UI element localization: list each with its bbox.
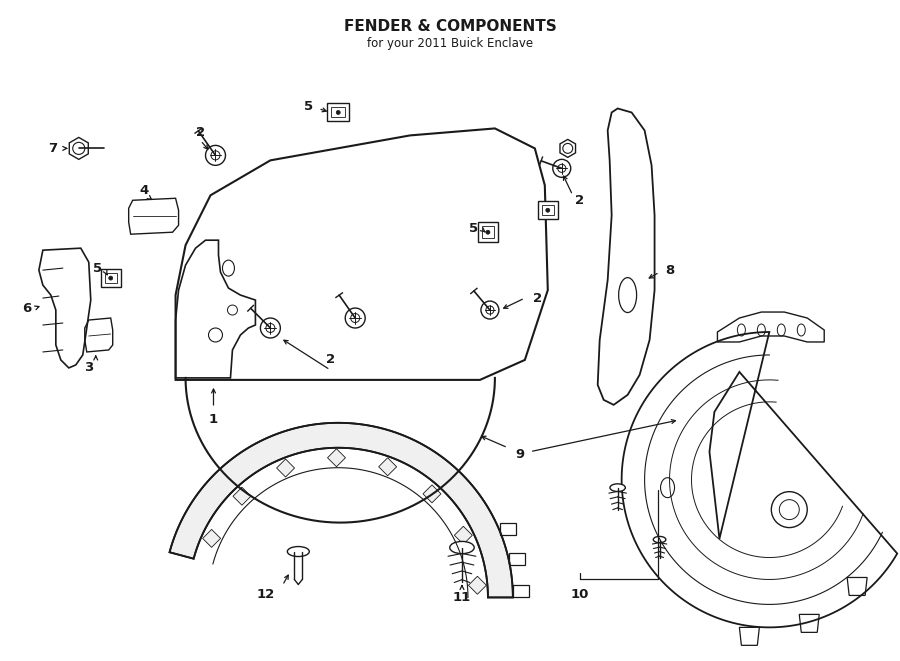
- Text: 10: 10: [571, 588, 589, 601]
- Text: 2: 2: [575, 194, 584, 207]
- Text: 11: 11: [453, 591, 471, 604]
- Text: 5: 5: [303, 100, 313, 113]
- Text: for your 2011 Buick Enclave: for your 2011 Buick Enclave: [367, 36, 533, 50]
- Polygon shape: [328, 449, 346, 467]
- Text: 2: 2: [326, 354, 335, 366]
- Polygon shape: [276, 459, 294, 477]
- Circle shape: [486, 230, 490, 234]
- FancyBboxPatch shape: [101, 269, 121, 287]
- Text: 2: 2: [534, 292, 543, 305]
- Text: 9: 9: [516, 448, 525, 461]
- Circle shape: [545, 208, 550, 212]
- FancyBboxPatch shape: [328, 104, 349, 122]
- Circle shape: [109, 276, 112, 280]
- Text: 1: 1: [209, 413, 218, 426]
- Text: 3: 3: [84, 362, 94, 374]
- FancyBboxPatch shape: [538, 201, 558, 219]
- Circle shape: [337, 110, 340, 114]
- Ellipse shape: [450, 541, 474, 554]
- Text: 7: 7: [49, 142, 58, 155]
- Text: 4: 4: [139, 184, 148, 197]
- Text: 6: 6: [22, 301, 32, 315]
- Polygon shape: [202, 529, 220, 547]
- Polygon shape: [454, 526, 472, 544]
- Text: FENDER & COMPONENTS: FENDER & COMPONENTS: [344, 19, 556, 34]
- Ellipse shape: [610, 484, 626, 492]
- Polygon shape: [423, 485, 441, 503]
- Polygon shape: [468, 576, 486, 594]
- Ellipse shape: [287, 547, 310, 557]
- FancyBboxPatch shape: [478, 222, 498, 242]
- Polygon shape: [169, 423, 513, 598]
- Text: 12: 12: [256, 588, 274, 601]
- Polygon shape: [233, 487, 251, 505]
- Text: 5: 5: [94, 262, 103, 274]
- Text: 8: 8: [665, 264, 674, 276]
- Text: 5: 5: [470, 221, 479, 235]
- Polygon shape: [379, 458, 397, 476]
- Ellipse shape: [653, 537, 666, 543]
- Text: 2: 2: [196, 126, 205, 139]
